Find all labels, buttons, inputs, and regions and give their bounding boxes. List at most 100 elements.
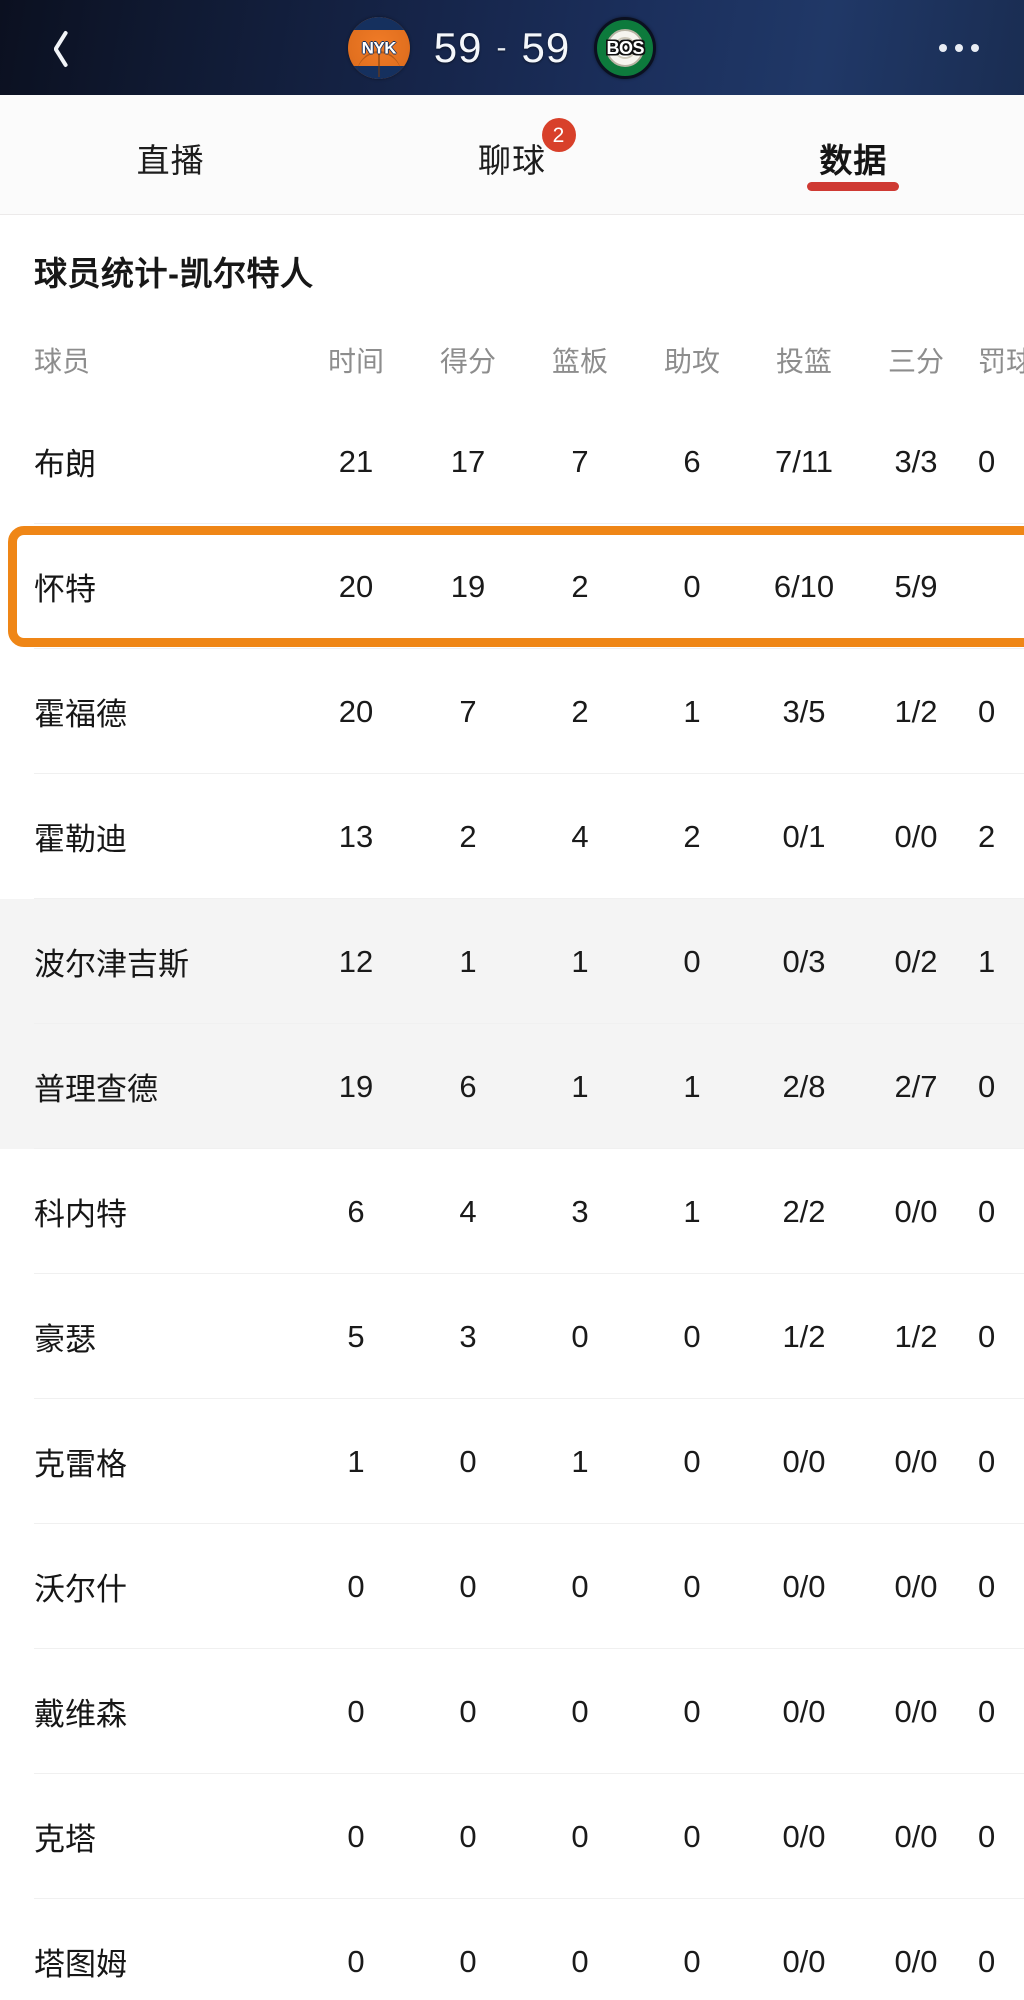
- stat-points: 7: [459, 693, 477, 729]
- stat-field-goals: 7/11: [774, 443, 834, 479]
- table-row[interactable]: 怀特 20 19 2 0 6/10 5/9: [0, 524, 1024, 649]
- stat-rebounds: 4: [571, 818, 589, 854]
- row-divider: [34, 648, 1024, 649]
- stat-rebounds: 0: [571, 1318, 589, 1354]
- stat-points: 2: [459, 818, 477, 854]
- stat-assists: 0: [683, 1693, 701, 1729]
- overflow-menu-button[interactable]: [894, 0, 1024, 95]
- row-divider: [34, 523, 1024, 524]
- stat-field-goals: 0/0: [782, 1818, 826, 1854]
- table-row[interactable]: 波尔津吉斯 12 1 1 0 0/3 0/2 1: [0, 899, 1024, 1024]
- stat-points: 0: [459, 1693, 477, 1729]
- table-row[interactable]: 克塔 0 0 0 0 0/0 0/0 0: [0, 1774, 1024, 1899]
- stat-three-pointers: 1/2: [894, 1318, 938, 1354]
- table-body: 布朗 21 17 7 6 7/11 3/3 0 怀特 20 19 2 0 6/10 5/9 霍福德 20 7 2 1 3…: [0, 399, 1024, 2000]
- stat-minutes: 20: [338, 693, 374, 729]
- stat-free-throws: 2: [978, 818, 996, 854]
- tab-data[interactable]: 数据: [683, 95, 1024, 215]
- stat-field-goals: 2/8: [782, 1068, 826, 1104]
- column-header-free-throws[interactable]: 罚球: [978, 346, 1024, 377]
- stat-points: 0: [459, 1568, 477, 1604]
- player-name: 戴维森: [34, 1697, 127, 1732]
- tab-data-label: 数据: [819, 142, 888, 179]
- stat-three-pointers: 2/7: [894, 1068, 938, 1104]
- player-name: 普理查德: [34, 1072, 158, 1107]
- column-header-assists[interactable]: 助攻: [663, 346, 720, 377]
- home-score: 59: [521, 23, 571, 71]
- column-header-player[interactable]: 球员: [34, 346, 91, 377]
- table-row[interactable]: 塔图姆 0 0 0 0 0/0 0/0 0: [0, 1899, 1024, 2000]
- tab-bar: 直播 聊球 2 数据: [0, 95, 1024, 215]
- table-row[interactable]: 戴维森 0 0 0 0 0/0 0/0 0: [0, 1649, 1024, 1774]
- stat-minutes: 5: [347, 1318, 365, 1354]
- stat-three-pointers: 1/2: [894, 693, 938, 729]
- column-header-minutes[interactable]: 时间: [327, 346, 384, 377]
- stat-free-throws: 0: [978, 443, 996, 479]
- stat-rebounds: 3: [571, 1193, 589, 1229]
- page-title: 球员统计-凯尔特人: [0, 215, 1024, 321]
- player-name: 霍勒迪: [34, 822, 127, 857]
- stat-assists: 0: [683, 1818, 701, 1854]
- stat-free-throws: 0: [978, 1443, 996, 1479]
- stat-points: 0: [459, 1818, 477, 1854]
- stat-minutes: 0: [347, 1568, 365, 1604]
- logo-ring-inner: [614, 36, 637, 59]
- stat-field-goals: 0/3: [782, 943, 826, 979]
- overflow-dot-2: [955, 43, 963, 52]
- stat-free-throws: 0: [978, 693, 996, 729]
- away-score: 59: [433, 23, 483, 71]
- tab-chat[interactable]: 聊球 2: [341, 95, 682, 215]
- stat-field-goals: 0/0: [782, 1568, 826, 1604]
- row-divider: [34, 1523, 1024, 1524]
- player-name: 沃尔什: [34, 1572, 127, 1607]
- stat-field-goals: 3/5: [782, 693, 826, 729]
- stat-points: 0: [459, 1943, 477, 1979]
- table-row[interactable]: 豪瑟 5 3 0 0 1/2 1/2 0: [0, 1274, 1024, 1399]
- stat-rebounds: 2: [571, 568, 589, 604]
- away-team-abbr: NYK: [361, 38, 397, 57]
- back-button[interactable]: [0, 0, 110, 95]
- player-name: 塔图姆: [34, 1947, 127, 1982]
- stat-rebounds: 0: [571, 1693, 589, 1729]
- stat-points: 1: [459, 943, 477, 979]
- stat-minutes: 19: [338, 1068, 374, 1104]
- table-row[interactable]: 沃尔什 0 0 0 0 0/0 0/0 0: [0, 1524, 1024, 1649]
- overflow-dot-1: [939, 43, 947, 52]
- stat-minutes: 0: [347, 1943, 365, 1979]
- row-divider: [34, 1273, 1024, 1274]
- player-name: 布朗: [34, 447, 96, 482]
- stat-field-goals: 0/0: [782, 1693, 826, 1729]
- stat-minutes: 0: [347, 1818, 365, 1854]
- table-row[interactable]: 霍福德 20 7 2 1 3/5 1/2 0: [0, 649, 1024, 774]
- column-header-points[interactable]: 得分: [439, 346, 496, 377]
- player-name: 怀特: [34, 572, 96, 607]
- table-row[interactable]: 普理查德 19 6 1 1 2/8 2/7 0: [0, 1024, 1024, 1149]
- home-team-abbr: BOS: [606, 37, 644, 58]
- active-tab-indicator: [807, 182, 900, 191]
- tab-chat-label: 聊球 2: [478, 118, 576, 182]
- table-row[interactable]: 科内特 6 4 3 1 2/2 0/0 0: [0, 1149, 1024, 1274]
- stat-assists: 0: [683, 1443, 701, 1479]
- stat-minutes: 6: [347, 1193, 365, 1229]
- stat-points: 6: [459, 1068, 477, 1104]
- table-row[interactable]: 霍勒迪 13 2 4 2 0/1 0/0 2: [0, 774, 1024, 899]
- column-header-rebounds[interactable]: 篮板: [551, 346, 608, 377]
- away-team-logo[interactable]: NYK: [347, 16, 410, 79]
- highlighted-row-wrapper[interactable]: 怀特 20 19 2 0 6/10 5/9: [0, 524, 1024, 649]
- stat-assists: 0: [683, 1318, 701, 1354]
- stat-free-throws: 0: [978, 1318, 996, 1354]
- stat-points: 0: [459, 1443, 477, 1479]
- column-header-field-goals[interactable]: 投篮: [775, 346, 832, 377]
- row-divider: [34, 773, 1024, 774]
- table-row[interactable]: 布朗 21 17 7 6 7/11 3/3 0: [0, 399, 1024, 524]
- stat-rebounds: 1: [571, 1443, 589, 1479]
- stat-field-goals: 6/10: [773, 568, 835, 604]
- column-header-three-pointers[interactable]: 三分: [887, 346, 944, 377]
- tab-live[interactable]: 直播: [0, 95, 341, 215]
- row-divider: [34, 1398, 1024, 1399]
- home-team-logo[interactable]: BOS: [594, 16, 657, 79]
- row-divider: [34, 1148, 1024, 1149]
- table-header-row: 球员 时间 得分 篮板 助攻 投篮 三分 罚球: [0, 321, 1024, 399]
- stat-minutes: 0: [347, 1693, 365, 1729]
- table-row[interactable]: 克雷格 1 0 1 0 0/0 0/0 0: [0, 1399, 1024, 1524]
